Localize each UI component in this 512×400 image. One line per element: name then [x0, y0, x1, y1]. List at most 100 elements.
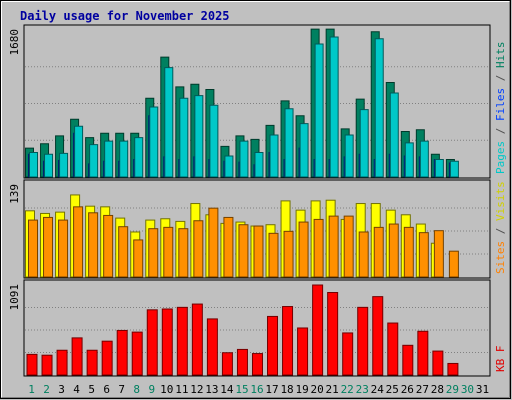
x-tick-label: 18 [280, 383, 293, 396]
x-tick-label: 5 [88, 383, 95, 396]
x-tick-label: 27 [416, 383, 429, 396]
bar-sites-day-27 [418, 232, 429, 278]
bar-sites-day-16 [253, 225, 264, 278]
bar-sites-day-13 [208, 207, 219, 278]
bar-pages-day-1 [29, 152, 38, 178]
bar-sites-day-15 [238, 224, 249, 278]
bar-sites-day-23 [358, 231, 369, 278]
bar-pages-day-20 [314, 43, 324, 178]
series-kb-f [26, 284, 459, 376]
bar-kb-f-day-1 [26, 353, 38, 376]
series-label-part: / [494, 68, 507, 88]
panel-series-label: KB F [494, 346, 507, 373]
x-tick-label: 21 [326, 383, 339, 396]
bar-sites-day-4 [73, 206, 84, 278]
bar-pages-day-17 [269, 134, 279, 178]
bar-sites-day-3 [58, 219, 69, 278]
bar-sites-day-21 [328, 215, 339, 278]
bar-sites-day-20 [313, 218, 324, 278]
bar-pages-day-22 [344, 134, 354, 178]
x-tick-label: 7 [118, 383, 125, 396]
x-tick-label: 20 [311, 383, 324, 396]
bar-pages-day-21 [329, 36, 339, 178]
bar-kb-f-day-10 [161, 308, 173, 376]
x-tick-label: 6 [103, 383, 110, 396]
chart-title: Daily usage for November 2025 [20, 9, 230, 23]
bar-sites-day-19 [298, 221, 309, 278]
series-label-part: Pages [494, 141, 507, 174]
bar-pages-day-4 [74, 125, 84, 178]
bar-pages-day-14 [224, 155, 234, 178]
panel-top: 1680 Pages / Files / Hits [8, 24, 507, 179]
panel-series-label: Pages / Files / Hits [494, 42, 507, 175]
bar-pages-day-16 [254, 152, 264, 178]
x-tick-label: 23 [356, 383, 369, 396]
x-tick-label: 14 [220, 383, 234, 396]
x-tick-label: 3 [58, 383, 65, 396]
bar-kb-f-day-29 [447, 362, 459, 376]
bar-kb-f-day-6 [101, 340, 113, 376]
bar-pages-day-12 [194, 95, 204, 178]
x-tick-label: 17 [265, 383, 278, 396]
x-tick-label: 16 [250, 383, 263, 396]
series-sites [28, 206, 459, 278]
panel-series-label: Sites / Visits [494, 181, 507, 274]
x-tick-label: 26 [401, 383, 414, 396]
bar-pages-day-29 [449, 160, 459, 178]
bar-kb-f-day-20 [312, 284, 324, 376]
series-label-part: Files [494, 88, 507, 121]
bar-sites-day-11 [178, 228, 189, 278]
series-label-part: / [494, 121, 507, 141]
bar-pages-day-19 [299, 123, 309, 178]
bar-kb-f-day-16 [251, 353, 263, 376]
bar-kb-f-day-3 [56, 349, 68, 376]
x-tick-label: 30 [461, 383, 474, 396]
bar-pages-day-8 [134, 137, 144, 178]
panel-middle: 139 Sites / Visits [8, 179, 507, 279]
bar-sites-day-17 [268, 232, 279, 278]
bar-kb-f-day-5 [86, 349, 98, 376]
bar-kb-f-day-18 [282, 306, 294, 376]
series-label-part: Visits [494, 181, 507, 221]
panel-max-label: 139 [8, 184, 21, 204]
bar-pages-day-5 [89, 144, 99, 178]
x-tick-label: 1 [28, 383, 35, 396]
series-pages [29, 36, 459, 178]
bar-kb-f-day-27 [417, 330, 429, 376]
bar-sites-day-22 [343, 215, 354, 278]
bar-sites-day-18 [283, 230, 294, 278]
panel-bottom: 1091 KB F [8, 279, 507, 377]
bar-kb-f-day-21 [327, 292, 339, 376]
bar-pages-day-2 [44, 153, 54, 178]
bar-kb-f-day-14 [221, 352, 233, 376]
bar-sites-day-24 [373, 226, 384, 278]
x-tick-label: 29 [446, 383, 459, 396]
series-label-part: Sites [494, 241, 507, 274]
bar-kb-f-day-26 [402, 344, 414, 376]
bar-pages-day-11 [179, 97, 189, 178]
bar-kb-f-day-7 [116, 329, 128, 376]
bar-kb-f-day-15 [236, 348, 248, 376]
bar-sites-day-28 [433, 230, 444, 278]
bar-sites-day-8 [133, 239, 144, 278]
series-label-part: / [494, 221, 507, 241]
bar-pages-day-7 [119, 140, 129, 178]
bar-sites-day-10 [163, 226, 174, 278]
x-tick-label: 15 [235, 383, 248, 396]
bar-sites-day-5 [88, 212, 99, 278]
x-tick-label: 25 [386, 383, 399, 396]
bar-pages-day-27 [419, 140, 429, 178]
bar-kb-f-day-8 [131, 331, 143, 376]
x-tick-label: 19 [295, 383, 308, 396]
bar-kb-f-day-13 [206, 318, 218, 376]
bar-sites-day-2 [43, 216, 54, 278]
x-tick-label: 2 [43, 383, 50, 396]
bar-kb-f-day-12 [191, 303, 203, 376]
panel-max-label: 1091 [8, 284, 21, 311]
bar-sites-day-6 [103, 214, 114, 278]
x-tick-label: 31 [476, 383, 489, 396]
x-tick-label: 12 [190, 383, 203, 396]
x-tick-label: 28 [431, 383, 444, 396]
bar-kb-f-day-22 [342, 332, 354, 376]
